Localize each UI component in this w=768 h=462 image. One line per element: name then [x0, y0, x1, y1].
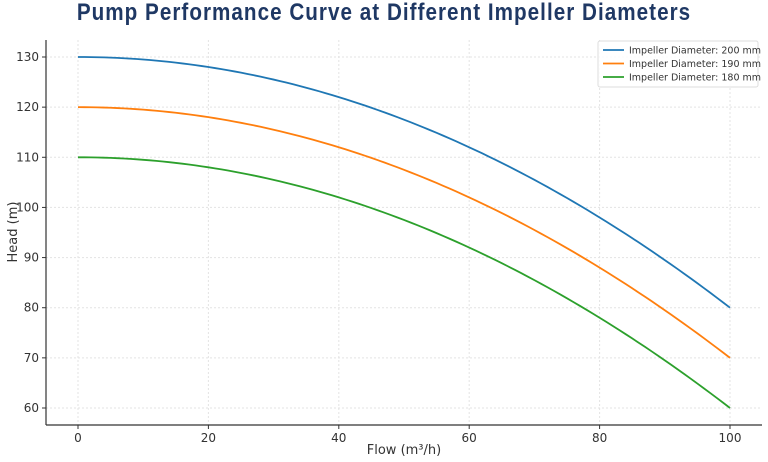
legend: Impeller Diameter: 200 mm Impeller Diamet… [597, 40, 761, 88]
x-tick-label: 60 [462, 431, 477, 445]
y-tick-label: 120 [16, 100, 39, 114]
y-tick-label: 60 [24, 401, 39, 415]
axes [45, 40, 762, 426]
tick-labels: 0 20 40 60 80 100 60 70 80 90 100 110 120 130 [16, 50, 741, 445]
x-tick-label: 80 [592, 431, 607, 445]
series-lines [77, 56, 731, 409]
x-tick-label: 100 [719, 431, 742, 445]
y-tick-label: 90 [24, 251, 39, 265]
x-tick-label: 40 [331, 431, 346, 445]
series-line [77, 106, 731, 359]
legend-label: Impeller Diameter: 190 mm [629, 59, 761, 70]
legend-box [597, 40, 759, 88]
y-axis-label: Head (m) [6, 202, 21, 263]
y-tick-label: 130 [16, 50, 39, 64]
y-tick-label: 100 [16, 200, 39, 214]
chart-title: Pump Performance Curve at Different Impe… [76, 0, 692, 26]
y-tick-label: 70 [24, 351, 39, 365]
y-tick-label: 80 [24, 301, 39, 315]
series-line [77, 156, 731, 409]
grid-lines [46, 40, 762, 425]
legend-label: Impeller Diameter: 180 mm [629, 73, 761, 84]
legend-label: Impeller Diameter: 200 mm [629, 46, 761, 57]
series-line [77, 56, 731, 309]
x-tick-label: 20 [201, 431, 216, 445]
x-tick-label: 0 [74, 431, 82, 445]
y-tick-label: 110 [16, 150, 39, 164]
x-axis-label: Flow (m³/h) [367, 443, 441, 458]
